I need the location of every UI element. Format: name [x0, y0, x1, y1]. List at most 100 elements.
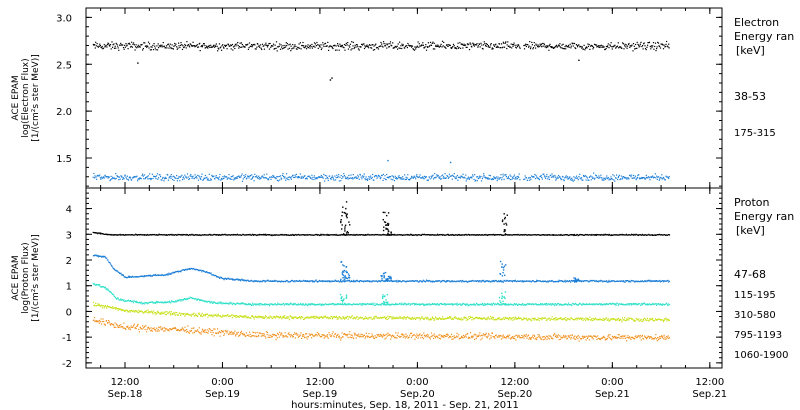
data-point	[113, 269, 115, 271]
data-point	[605, 45, 607, 48]
data-point	[470, 43, 472, 45]
spike-point	[385, 278, 387, 281]
data-point	[252, 281, 255, 283]
data-point	[616, 45, 619, 47]
data-point	[299, 234, 301, 236]
data-point	[249, 303, 251, 305]
data-point	[352, 45, 354, 47]
data-point	[122, 177, 124, 179]
data-point	[616, 302, 618, 304]
data-point	[286, 234, 288, 236]
data-point	[478, 304, 481, 306]
data-point	[512, 304, 514, 306]
data-point	[627, 43, 630, 46]
data-point	[400, 45, 402, 47]
data-point	[585, 47, 587, 49]
data-point	[547, 46, 549, 48]
data-point	[278, 45, 280, 47]
data-point	[112, 44, 114, 46]
data-point	[541, 42, 543, 45]
data-point	[485, 280, 487, 282]
data-point	[565, 44, 567, 46]
data-point	[226, 302, 228, 304]
data-point	[406, 280, 408, 282]
data-point	[361, 43, 363, 45]
data-point	[320, 44, 322, 46]
data-point	[410, 280, 412, 282]
data-point	[155, 302, 157, 304]
data-point	[236, 279, 238, 281]
data-point	[172, 234, 174, 236]
data-point	[346, 303, 348, 305]
data-point	[609, 45, 612, 47]
data-point	[615, 47, 617, 49]
data-point	[590, 45, 592, 47]
data-point	[310, 177, 312, 179]
data-point	[377, 303, 379, 305]
data-point	[139, 46, 141, 48]
data-point	[600, 44, 602, 46]
data-point	[320, 304, 322, 306]
data-point	[288, 176, 290, 178]
spike-point	[343, 233, 345, 235]
data-point	[353, 281, 355, 283]
data-point	[642, 44, 644, 47]
data-point	[189, 46, 191, 48]
data-point	[210, 178, 212, 180]
data-point	[484, 42, 486, 45]
data-point	[381, 43, 383, 45]
data-point	[209, 46, 211, 48]
data-point	[253, 43, 255, 45]
data-point	[195, 45, 197, 47]
data-point	[453, 234, 455, 236]
data-point	[659, 47, 662, 49]
data-point	[112, 46, 114, 48]
data-point	[443, 41, 445, 43]
data-point	[457, 280, 459, 282]
data-point	[647, 280, 649, 282]
data-point	[114, 45, 116, 47]
data-point	[257, 178, 259, 180]
data-point	[204, 271, 206, 273]
data-point	[608, 47, 610, 49]
data-point	[178, 175, 180, 178]
data-point	[238, 46, 240, 48]
data-point	[577, 179, 579, 181]
data-point	[196, 299, 198, 301]
data-point	[380, 280, 383, 282]
data-point	[101, 233, 103, 235]
data-point	[559, 46, 561, 48]
data-point	[227, 303, 229, 305]
data-point	[309, 281, 311, 283]
data-point	[138, 46, 140, 48]
data-point	[340, 45, 342, 48]
data-point	[379, 234, 381, 236]
data-point	[231, 234, 233, 236]
data-point	[106, 288, 108, 290]
data-point	[516, 178, 518, 180]
data-point	[493, 176, 495, 178]
data-point	[498, 303, 500, 305]
data-point	[651, 176, 653, 179]
data-point	[483, 174, 485, 177]
data-point	[243, 234, 245, 236]
data-point	[425, 234, 427, 236]
data-point	[186, 269, 189, 271]
data-point	[331, 234, 333, 236]
data-point	[274, 48, 276, 50]
data-point	[401, 43, 403, 45]
data-point	[384, 234, 386, 236]
data-point	[497, 303, 499, 305]
data-point	[563, 280, 565, 283]
data-point	[156, 234, 158, 236]
data-point	[482, 234, 484, 236]
data-point	[335, 179, 337, 181]
data-point	[443, 303, 445, 305]
data-point	[577, 177, 579, 179]
data-point	[196, 177, 198, 179]
data-point	[564, 46, 566, 48]
data-point	[106, 44, 109, 46]
data-point	[629, 234, 631, 236]
data-point	[333, 280, 335, 282]
